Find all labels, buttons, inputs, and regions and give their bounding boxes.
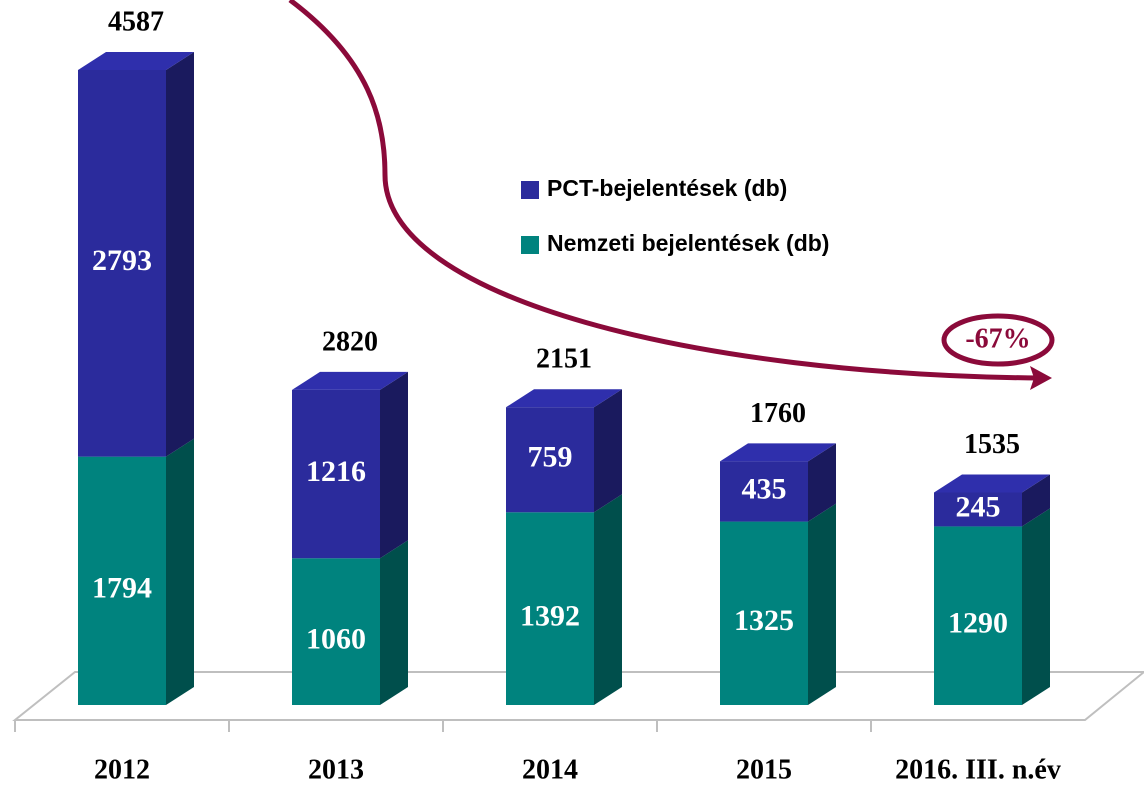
data-label: 1290 (948, 607, 1008, 640)
total-label: 4587 (108, 6, 164, 37)
data-label: 1060 (306, 623, 366, 656)
data-label: 1794 (92, 572, 152, 605)
legend-swatch (521, 236, 539, 254)
total-label: 2820 (322, 326, 378, 357)
bar-side (808, 504, 836, 705)
bar-side (594, 494, 622, 705)
x-tick-label: 2012 (94, 754, 150, 785)
bar-side (166, 52, 194, 457)
bar-side (1022, 508, 1050, 705)
x-tick-label: 2014 (522, 754, 578, 785)
bar-side (380, 540, 408, 705)
total-label: 2151 (536, 344, 592, 375)
data-label: 2793 (92, 244, 152, 277)
total-label: 1760 (750, 398, 806, 429)
legend: PCT-bejelentések (db) Nemzeti bejelentése… (521, 175, 829, 256)
data-label: 1325 (734, 604, 794, 637)
x-tick-label: 2016. III. n.év (895, 754, 1061, 785)
bar-side (594, 389, 622, 512)
bar-side (166, 439, 194, 705)
legend-swatch (521, 181, 539, 199)
legend-label: PCT-bejelentések (db) (547, 175, 787, 201)
data-label: 759 (528, 441, 573, 474)
data-label: 1216 (306, 455, 366, 488)
x-tick-label: 2013 (308, 754, 364, 785)
legend-label: Nemzeti bejelentések (db) (547, 230, 829, 256)
data-label: 245 (956, 490, 1001, 523)
x-tick-label: 2015 (736, 754, 792, 785)
annotation: -67% (965, 323, 1030, 354)
bars: 1794 2793 4587 1060 1216 2820 1392 759 2151 1325 4… (78, 6, 1050, 705)
bar-side (380, 372, 408, 558)
chart: 1794 2793 4587 1060 1216 2820 1392 759 2151 1325 4… (0, 0, 1144, 792)
total-label: 1535 (964, 429, 1020, 460)
data-label: 435 (742, 472, 787, 505)
data-label: 1392 (520, 600, 580, 633)
